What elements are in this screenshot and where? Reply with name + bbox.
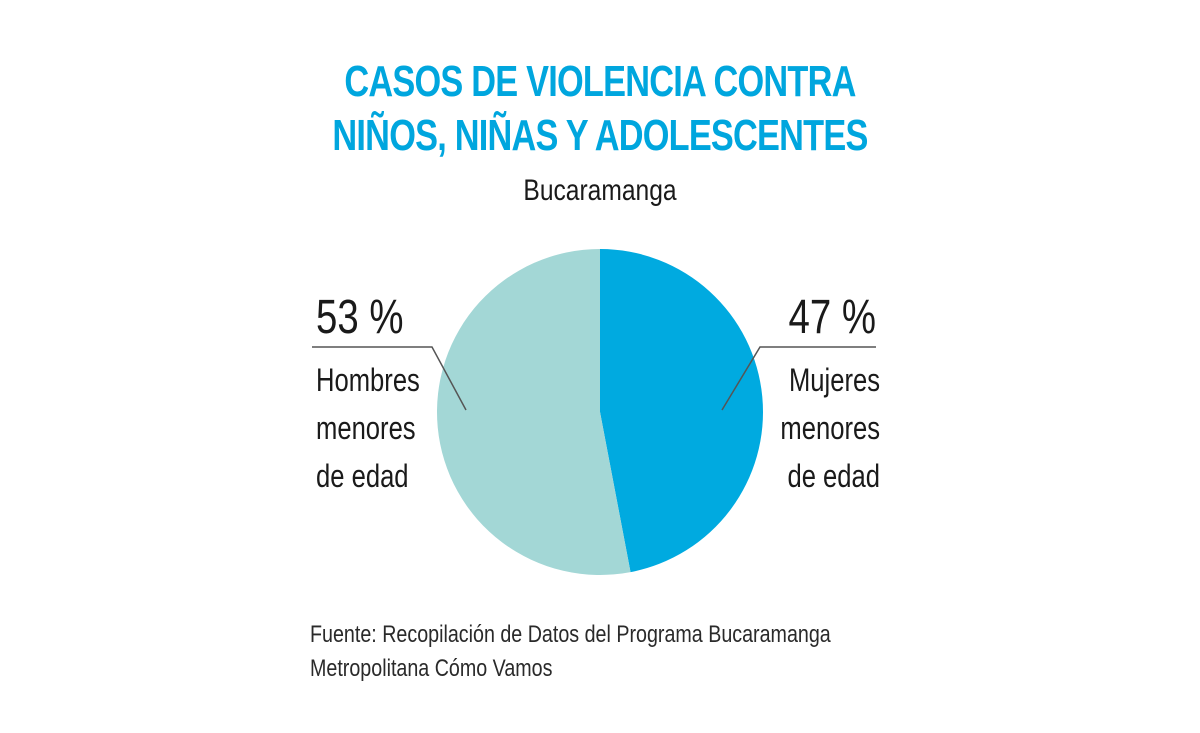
slice-category-label-line: de edad bbox=[787, 458, 880, 494]
leader-line-hombres bbox=[312, 346, 467, 411]
slice-value-label-hombres: 53 % bbox=[316, 291, 404, 344]
pie-slice-hombres bbox=[436, 249, 631, 576]
slice-category-label-hombres: Hombres menores de edad bbox=[316, 356, 420, 500]
slice-value-label-mujeres: 47 % bbox=[788, 291, 876, 344]
slice-category-label-line: menores bbox=[316, 410, 416, 446]
slice-category-label-line: menores bbox=[780, 410, 880, 446]
slice-category-label-line: de edad bbox=[316, 458, 409, 494]
pie-slice-mujeres bbox=[600, 249, 763, 573]
chart-title-line-2: NIÑOS, NIÑAS Y ADOLESCENTES bbox=[332, 111, 868, 160]
source-note-line: Fuente: Recopilación de Datos del Progra… bbox=[310, 621, 831, 648]
source-note: Fuente: Recopilación de Datos del Progra… bbox=[310, 618, 831, 686]
source-note-line: Metropolitana Cómo Vamos bbox=[310, 655, 553, 682]
slice-category-label-mujeres: Mujeres menores de edad bbox=[688, 356, 880, 500]
slice-category-label-line: Hombres bbox=[316, 362, 420, 398]
chart-subtitle: Bucaramanga bbox=[523, 174, 677, 207]
slice-category-label-line: Mujeres bbox=[788, 362, 880, 398]
chart-title-line-1: CASOS DE VIOLENCIA CONTRA bbox=[344, 57, 856, 106]
leader-line-mujeres bbox=[721, 346, 876, 411]
